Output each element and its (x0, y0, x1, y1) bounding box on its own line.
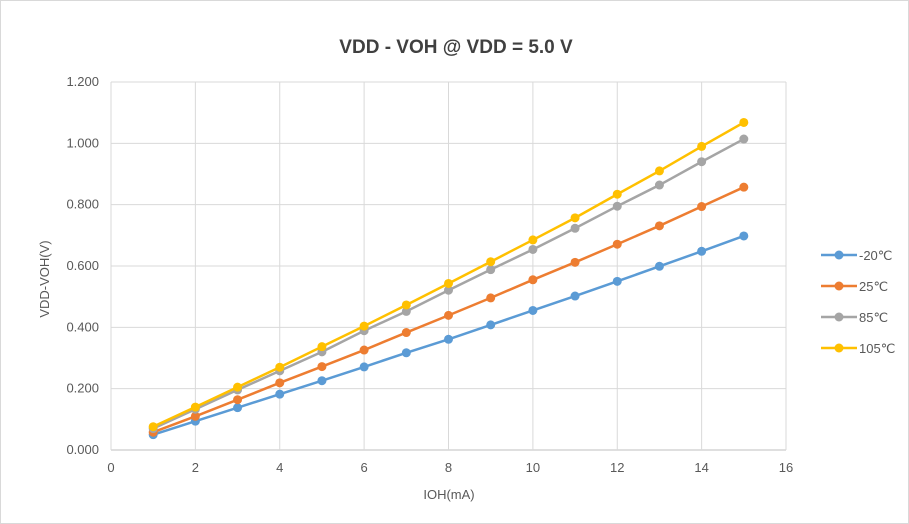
series-105 (148, 117, 749, 432)
data-point (739, 231, 749, 241)
x-tick-label: 14 (694, 460, 708, 475)
data-point (190, 402, 200, 412)
legend-label: -20℃ (859, 248, 892, 263)
data-point (233, 382, 243, 392)
data-point (233, 395, 243, 405)
data-point (275, 389, 285, 399)
data-point (401, 348, 411, 358)
data-point (444, 310, 453, 320)
data-point (317, 342, 327, 352)
x-tick-labels: 0 2 4 6 8 10 12 14 16 (107, 460, 793, 475)
data-point (570, 213, 580, 223)
data-point (697, 202, 707, 212)
legend-label: 85℃ (859, 310, 888, 325)
x-tick-label: 16 (779, 460, 793, 475)
chart-title: VDD - VOH @ VDD = 5.0 V (339, 37, 573, 58)
y-tick-label: 1.000 (66, 135, 99, 150)
data-point (739, 134, 749, 144)
data-point (528, 275, 538, 285)
legend-label: 25℃ (859, 279, 888, 294)
data-point (275, 362, 285, 372)
data-point (697, 246, 707, 256)
data-point (359, 321, 369, 331)
data-point (612, 239, 622, 249)
legend-marker (834, 312, 844, 322)
series-25 (148, 182, 749, 437)
data-point (486, 265, 496, 275)
legend: -20℃ 25℃ 85℃ 105℃ (821, 248, 895, 356)
data-point (528, 235, 538, 245)
gridlines (110, 81, 787, 451)
y-tick-label: 0.400 (66, 319, 99, 334)
data-point (401, 328, 411, 338)
x-axis-title: IOH(mA) (423, 487, 474, 502)
legend-item: -20℃ (821, 248, 892, 263)
data-point (570, 291, 580, 301)
data-point (654, 166, 664, 176)
data-point (444, 278, 453, 288)
legend-marker (834, 250, 844, 260)
data-point (612, 276, 622, 286)
y-tick-labels: 0.000 0.200 0.400 0.600 0.800 1.000 1.200 (66, 74, 99, 457)
data-point (612, 189, 622, 199)
data-point (359, 345, 369, 355)
data-point (401, 306, 411, 316)
data-point (528, 244, 538, 254)
data-point (148, 422, 158, 432)
data-point (570, 223, 580, 233)
x-tick-label: 12 (610, 460, 624, 475)
x-tick-label: 8 (445, 460, 452, 475)
data-point (359, 362, 369, 372)
legend-item: 85℃ (821, 310, 888, 325)
data-point (233, 403, 243, 413)
legend-marker (834, 281, 844, 291)
data-point (486, 320, 496, 330)
data-point (444, 285, 453, 295)
data-point (317, 362, 327, 372)
data-point (275, 378, 285, 388)
legend-marker (834, 343, 844, 353)
y-tick-label: 0.800 (66, 197, 99, 212)
x-tick-label: 4 (276, 460, 283, 475)
data-point (612, 201, 622, 211)
series-group (148, 117, 749, 440)
y-tick-label: 1.200 (66, 74, 99, 89)
y-tick-label: 0.600 (66, 258, 99, 273)
x-tick-label: 2 (192, 460, 199, 475)
data-point (739, 182, 749, 192)
data-point (654, 261, 664, 271)
data-point (697, 141, 707, 151)
data-point (486, 293, 496, 303)
data-point (190, 411, 200, 421)
data-point (444, 334, 453, 344)
data-point (739, 117, 749, 127)
x-tick-label: 6 (361, 460, 368, 475)
data-point (654, 180, 664, 190)
y-tick-label: 0.200 (66, 381, 99, 396)
legend-item: 25℃ (821, 279, 888, 294)
data-point (486, 257, 496, 267)
data-point (317, 376, 327, 386)
data-point (697, 157, 707, 167)
legend-label: 105℃ (859, 341, 895, 356)
data-point (528, 305, 538, 315)
legend-item: 105℃ (821, 341, 895, 356)
data-point (570, 257, 580, 267)
y-axis-title: VDD-VOH(V) (37, 240, 52, 317)
data-point (401, 300, 411, 310)
data-point (654, 221, 664, 231)
x-tick-label: 0 (107, 460, 114, 475)
y-tick-label: 0.000 (66, 442, 99, 457)
x-tick-label: 10 (526, 460, 540, 475)
